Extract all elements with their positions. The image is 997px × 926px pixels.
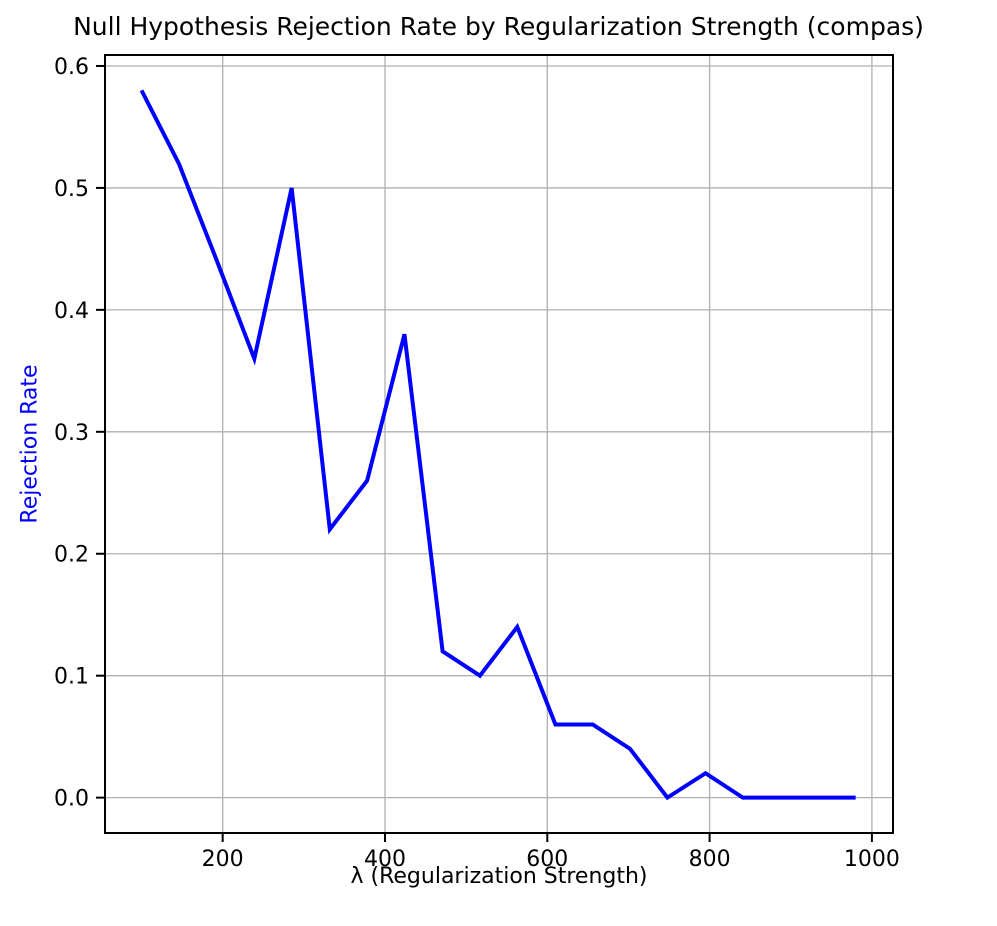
- chart-title: Null Hypothesis Rejection Rate by Regula…: [73, 12, 924, 41]
- y-tick-label: 0.5: [54, 177, 89, 202]
- y-tick-label: 0.0: [54, 787, 89, 812]
- x-tick-label: 400: [364, 847, 406, 872]
- rejection-rate-line: [139, 89, 856, 801]
- y-tick-label: 0.3: [54, 421, 89, 446]
- y-tick-label: 0.6: [54, 55, 89, 80]
- x-axis-label: λ (Regularization Strength): [350, 864, 648, 889]
- x-tick-label: 600: [526, 847, 568, 872]
- x-tick-label: 800: [689, 847, 731, 872]
- x-tick-label: 1000: [844, 847, 900, 872]
- y-tick-label: 0.1: [54, 665, 89, 690]
- plot-border: [104, 54, 894, 834]
- x-tick-label: 200: [202, 847, 244, 872]
- y-tick-label: 0.4: [54, 299, 89, 324]
- y-axis-label: Rejection Rate: [17, 364, 43, 524]
- y-tick-label: 0.2: [54, 543, 89, 568]
